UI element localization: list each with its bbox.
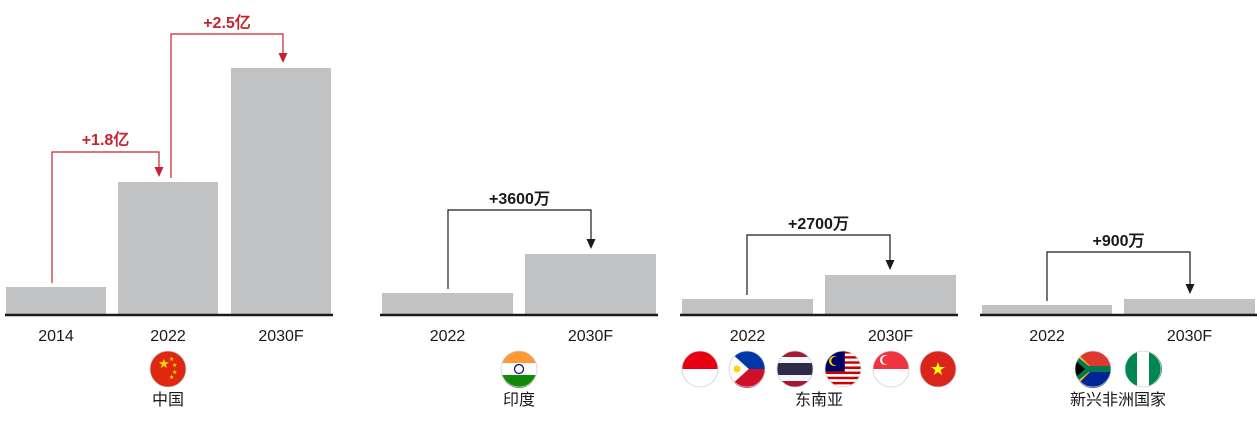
malaysia-flag-icon bbox=[824, 350, 862, 388]
bar bbox=[6, 287, 106, 314]
tick-label: 2022 bbox=[1029, 328, 1065, 345]
china-flag-icon: ★ ★★★★ bbox=[149, 350, 187, 388]
svg-text:★: ★ bbox=[158, 356, 170, 371]
svg-text:★: ★ bbox=[172, 362, 177, 369]
bar bbox=[982, 305, 1112, 314]
increment-label: +900万 bbox=[1092, 233, 1144, 250]
increment-label: +1.8亿 bbox=[82, 130, 130, 149]
indonesia-flag-icon bbox=[681, 350, 719, 388]
bar bbox=[231, 68, 331, 314]
svg-text:★: ★ bbox=[169, 356, 174, 363]
tick-label: 2022 bbox=[730, 328, 766, 345]
tick-label: 2022 bbox=[430, 328, 466, 345]
bar bbox=[382, 293, 513, 314]
increment-label: +2700万 bbox=[788, 216, 849, 233]
svg-text:★: ★ bbox=[930, 359, 946, 379]
bar bbox=[682, 299, 813, 314]
arrowhead bbox=[1185, 284, 1195, 294]
arrowhead bbox=[278, 53, 288, 63]
increment-label: +3600万 bbox=[489, 191, 550, 208]
increment-arrow bbox=[746, 234, 891, 295]
tick-label: 2030F bbox=[1167, 328, 1213, 345]
increment-label: +2.5亿 bbox=[203, 13, 251, 32]
nigeria-flag-icon bbox=[1124, 350, 1162, 388]
south-africa-flag-icon bbox=[1074, 350, 1112, 388]
tick-label: 2022 bbox=[150, 328, 186, 345]
increment-arrow bbox=[447, 209, 592, 289]
bar bbox=[525, 254, 656, 314]
bar bbox=[118, 182, 218, 314]
region-label: 印度 bbox=[502, 392, 536, 409]
svg-text:★: ★ bbox=[169, 374, 174, 381]
bar bbox=[825, 275, 956, 314]
arrowhead bbox=[885, 260, 895, 270]
tick-label: 2014 bbox=[38, 328, 74, 345]
tick-label: 2030F bbox=[868, 328, 914, 345]
region-label: 中国 bbox=[151, 392, 185, 409]
thailand-flag-icon bbox=[776, 350, 814, 388]
tick-label: 2030F bbox=[258, 328, 304, 345]
singapore-flag-icon bbox=[872, 350, 910, 388]
bar bbox=[1124, 299, 1255, 314]
increment-arrow bbox=[1046, 251, 1191, 301]
india-flag-icon bbox=[500, 350, 538, 388]
increment-arrow bbox=[51, 151, 160, 283]
region-label: 新兴非洲国家 bbox=[1069, 392, 1167, 409]
svg-text:★: ★ bbox=[172, 369, 177, 376]
arrowhead bbox=[154, 167, 164, 177]
increment-arrow bbox=[170, 33, 284, 178]
region-label: 东南亚 bbox=[794, 392, 844, 409]
vietnam-flag-icon: ★ bbox=[919, 350, 957, 388]
philippines-flag-icon bbox=[728, 350, 766, 388]
tick-label: 2030F bbox=[568, 328, 614, 345]
arrowhead bbox=[586, 239, 596, 249]
